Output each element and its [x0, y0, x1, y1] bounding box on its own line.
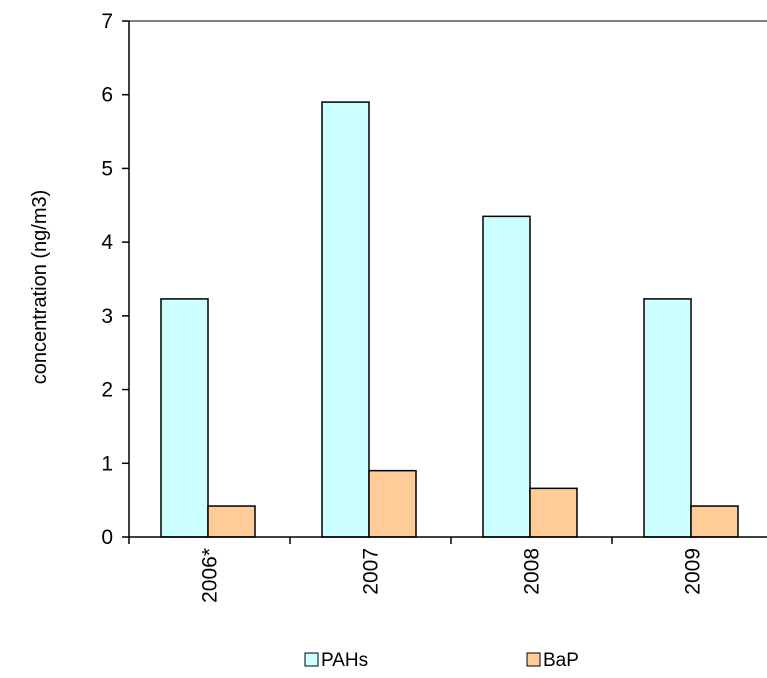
- x-tick-label: 2007: [360, 548, 383, 595]
- y-tick-label: 1: [101, 452, 113, 475]
- legend-label-pahs: PAHs: [321, 650, 368, 671]
- x-tick-label: 2006*: [199, 548, 222, 603]
- bar-bap-2009: [690, 505, 739, 538]
- bar-bap-2008: [529, 487, 578, 538]
- legend-label-bap: BaP: [543, 650, 579, 671]
- legend: PAHs BaP: [304, 650, 579, 671]
- y-tick-label: 5: [101, 157, 113, 180]
- bar-pahs-2008: [482, 215, 531, 538]
- y-tick-label: 0: [101, 526, 113, 549]
- y-tick-label: 6: [101, 84, 113, 107]
- bar-bap-2006: [207, 505, 256, 538]
- x-tick-label: 2008: [521, 548, 544, 595]
- y-tick-label: 3: [101, 305, 113, 328]
- x-tick-label: 2009: [682, 548, 705, 595]
- legend-swatch-bap: [526, 652, 541, 667]
- bar-pahs-2006: [160, 298, 209, 538]
- axes-group: 0 1 2 3 4 5 6 7 2006* 2007 2008 2009: [101, 10, 767, 603]
- bars-group: [160, 101, 739, 538]
- bar-bap-2007: [368, 469, 417, 538]
- legend-swatch-pahs: [304, 652, 319, 667]
- y-tick-label: 7: [101, 10, 113, 33]
- bar-pahs-2009: [643, 298, 692, 538]
- y-tick-label: 4: [101, 231, 113, 254]
- y-axis-title: concentration (ng/m3): [29, 190, 51, 385]
- y-tick-label: 2: [101, 379, 113, 402]
- bar-pahs-2007: [321, 101, 370, 538]
